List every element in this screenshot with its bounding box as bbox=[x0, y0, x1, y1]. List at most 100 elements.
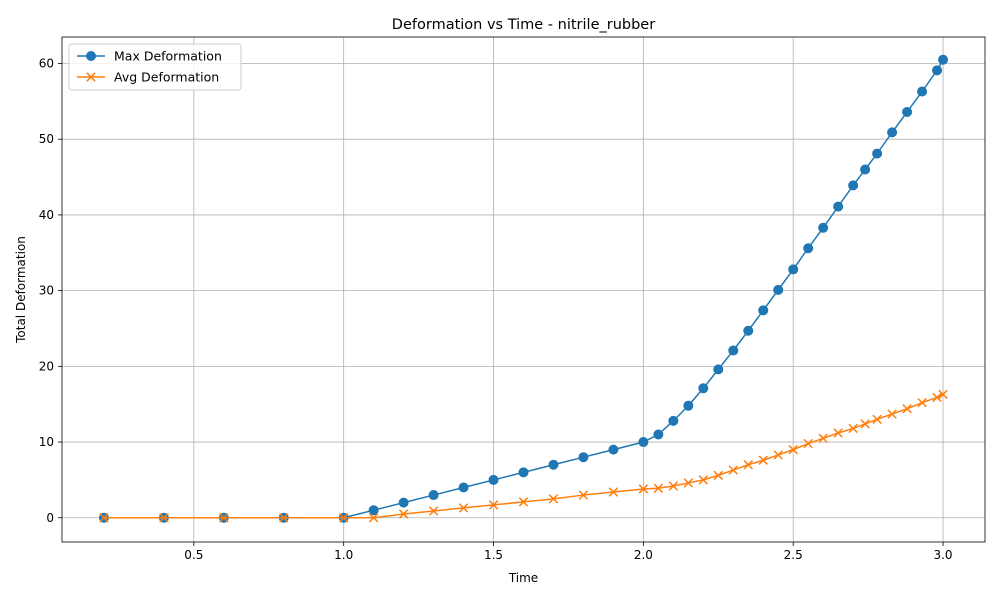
y-axis-ticks: 0 10 20 30 40 50 60 bbox=[39, 56, 62, 525]
data-point-max-deformation bbox=[932, 65, 943, 76]
data-point-avg-deformation bbox=[653, 483, 664, 493]
data-point-avg-deformation-stroke bbox=[578, 490, 589, 500]
data-point-avg-deformation-stroke bbox=[398, 509, 409, 519]
data-point-max-deformation bbox=[917, 86, 928, 97]
legend-marker-glyph bbox=[86, 51, 96, 61]
x-tick-label: 2.0 bbox=[634, 548, 653, 562]
x-tick-label: 1.0 bbox=[334, 548, 353, 562]
data-point-max-deformation bbox=[860, 164, 871, 175]
data-point-avg-deformation-stroke bbox=[159, 513, 169, 523]
data-point-max-deformation bbox=[872, 148, 883, 159]
data-point-max-deformation bbox=[653, 429, 664, 440]
y-tick-label: 0 bbox=[46, 511, 54, 525]
data-point-max-deformation bbox=[818, 222, 829, 233]
legend-marker-glyph bbox=[86, 72, 96, 82]
data-point-avg-deformation-stroke bbox=[872, 414, 882, 425]
data-point-avg-deformation-stroke bbox=[668, 481, 679, 491]
legend-box bbox=[68, 43, 242, 91]
data-point-max-deformation bbox=[683, 400, 694, 411]
data-point-avg-deformation bbox=[608, 487, 619, 497]
data-point-avg-deformation bbox=[518, 497, 529, 507]
data-point-avg-deformation bbox=[758, 455, 768, 465]
data-point-avg-deformation bbox=[578, 490, 589, 500]
data-point-avg-deformation bbox=[458, 503, 469, 513]
data-point-avg-deformation-stroke bbox=[938, 389, 948, 400]
data-point-max-deformation bbox=[848, 180, 859, 191]
data-point-avg-deformation-stroke bbox=[488, 500, 499, 510]
data-point-avg-deformation-stroke bbox=[728, 465, 739, 475]
data-point-avg-deformation-stroke bbox=[338, 513, 349, 523]
data-point-avg-deformation bbox=[818, 433, 828, 444]
data-point-avg-deformation bbox=[398, 509, 409, 519]
data-point-avg-deformation bbox=[159, 513, 169, 523]
data-point-avg-deformation bbox=[668, 481, 679, 491]
data-point-avg-deformation-stroke bbox=[608, 487, 619, 497]
y-tick-label: 40 bbox=[39, 208, 54, 222]
data-point-max-deformation bbox=[368, 505, 379, 516]
data-point-avg-deformation bbox=[773, 450, 783, 460]
x-tick-label: 3.0 bbox=[933, 548, 952, 562]
y-tick-label: 50 bbox=[39, 132, 54, 146]
data-point-max-deformation bbox=[578, 452, 589, 463]
data-point-avg-deformation-stroke bbox=[548, 494, 559, 504]
data-point-avg-deformation bbox=[279, 513, 289, 523]
data-point-avg-deformation-stroke bbox=[833, 428, 843, 438]
data-point-avg-deformation bbox=[887, 409, 897, 419]
data-point-avg-deformation bbox=[683, 478, 694, 488]
series-max-deformation bbox=[98, 54, 949, 523]
series-avg-deformation bbox=[99, 389, 948, 523]
x-axis-ticks: 0.5 1.0 1.5 2.0 2.5 3.0 bbox=[184, 542, 953, 562]
data-point-avg-deformation bbox=[938, 389, 948, 400]
data-point-max-deformation bbox=[698, 383, 709, 394]
plot-frame bbox=[61, 36, 986, 543]
data-point-avg-deformation bbox=[338, 513, 349, 523]
series-line-avg-deformation bbox=[103, 393, 944, 519]
data-point-avg-deformation bbox=[548, 494, 559, 504]
legend-entry-max-deformation: Max Deformation bbox=[77, 49, 222, 64]
data-point-avg-deformation bbox=[713, 470, 724, 481]
data-point-max-deformation bbox=[902, 106, 913, 117]
data-point-avg-deformation-stroke bbox=[518, 497, 529, 507]
data-point-avg-deformation-stroke bbox=[773, 450, 783, 460]
x-tick-label: 0.5 bbox=[184, 548, 203, 562]
data-point-avg-deformation bbox=[698, 475, 709, 485]
data-point-avg-deformation-stroke bbox=[932, 392, 942, 403]
data-point-max-deformation bbox=[938, 54, 949, 65]
data-point-avg-deformation-stroke bbox=[368, 513, 379, 523]
data-point-max-deformation bbox=[728, 345, 739, 356]
data-point-avg-deformation bbox=[743, 460, 753, 470]
data-point-avg-deformation-stroke bbox=[638, 484, 649, 494]
grid bbox=[62, 37, 985, 542]
y-tick-label: 60 bbox=[39, 56, 54, 70]
data-point-max-deformation bbox=[773, 284, 784, 295]
data-point-max-deformation bbox=[668, 415, 679, 426]
y-axis-label: Total Deformation bbox=[14, 236, 28, 344]
data-point-avg-deformation-stroke bbox=[428, 506, 439, 516]
data-point-max-deformation bbox=[458, 482, 469, 493]
data-point-avg-deformation bbox=[860, 419, 870, 429]
data-point-avg-deformation-stroke bbox=[818, 433, 828, 444]
data-point-avg-deformation-stroke bbox=[902, 404, 912, 414]
data-point-avg-deformation bbox=[99, 513, 109, 523]
y-tick-label: 20 bbox=[39, 359, 54, 373]
data-point-avg-deformation bbox=[728, 465, 739, 475]
data-point-avg-deformation bbox=[788, 444, 798, 455]
data-point-avg-deformation bbox=[488, 500, 499, 510]
legend-marker-avg-deformation bbox=[86, 72, 96, 82]
data-point-max-deformation bbox=[833, 201, 844, 212]
x-tick-label: 1.5 bbox=[484, 548, 503, 562]
series-layer bbox=[98, 54, 949, 523]
data-point-avg-deformation-stroke bbox=[219, 513, 229, 523]
x-tick-label: 2.5 bbox=[784, 548, 803, 562]
data-point-max-deformation bbox=[743, 325, 754, 336]
legend-marker-max-deformation bbox=[86, 51, 96, 61]
data-point-avg-deformation-stroke bbox=[99, 513, 109, 523]
data-point-max-deformation bbox=[488, 474, 499, 485]
data-point-avg-deformation bbox=[917, 397, 927, 408]
data-point-avg-deformation bbox=[803, 438, 813, 449]
data-point-avg-deformation-stroke bbox=[848, 423, 858, 434]
data-point-avg-deformation bbox=[368, 513, 379, 523]
data-point-max-deformation bbox=[887, 127, 898, 138]
